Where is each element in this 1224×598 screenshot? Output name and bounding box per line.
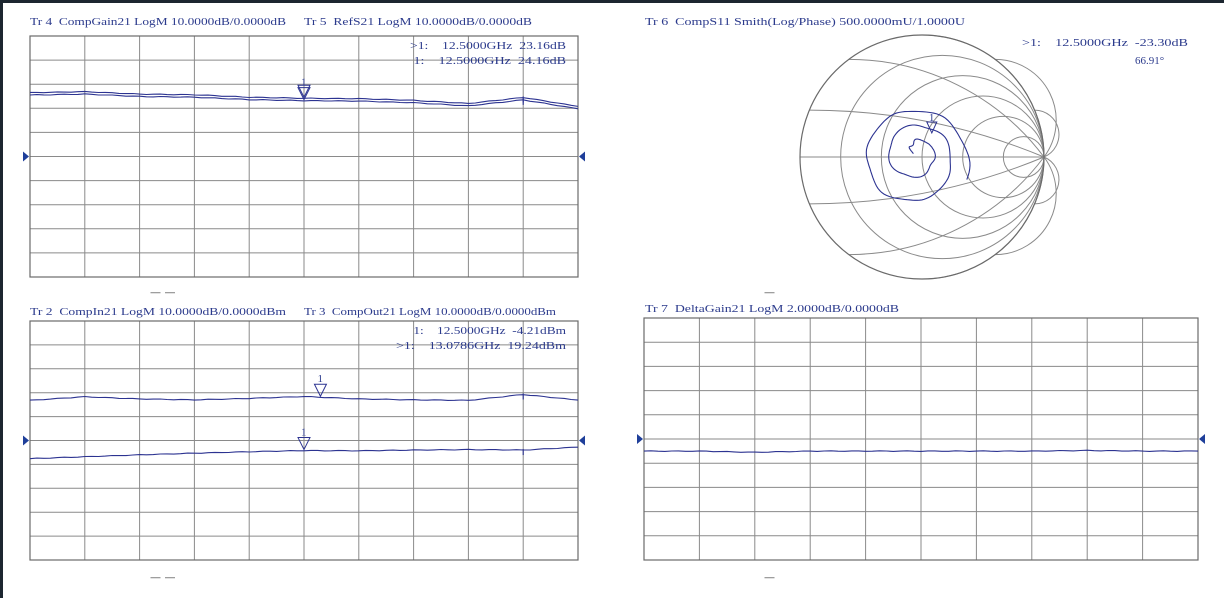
trace-line (29, 394, 579, 401)
smith-chart: 1 (799, 34, 1060, 280)
panel-bottom-right[interactable]: Tr 7 DeltaGain21 LogM 2.0000dB/0.0000dB … (637, 303, 1205, 584)
reference-level-left-arrow-icon[interactable] (637, 434, 643, 444)
smith-reactance-arc (848, 58, 1045, 158)
trace-line (29, 446, 579, 460)
trace-line (29, 93, 579, 110)
smith-reactance-arc (1034, 109, 1060, 158)
marker-triangle-icon[interactable] (297, 84, 311, 99)
marker-readout-phase: 66.91° (1135, 55, 1164, 67)
reference-level-right-arrow-icon[interactable] (579, 151, 585, 162)
grid (23, 320, 585, 561)
marker-readout: >1: 13.0786GHz 19.24dBm (396, 340, 567, 352)
reference-level-right-arrow-icon[interactable] (1199, 434, 1205, 444)
trace-header-tr5: Tr 5 RefS21 LogM 10.0000dB/0.0000dB (304, 16, 532, 28)
trace-header-tr7: Tr 7 DeltaGain21 LogM 2.0000dB/0.0000dB (645, 303, 899, 315)
grid-border (29, 35, 579, 278)
marker-readout: >1: 12.5000GHz -23.30dB (1022, 37, 1188, 49)
marker-triangle-icon[interactable] (297, 87, 311, 101)
window-left-border (0, 0, 3, 598)
marker-readout: 1: 12.5000GHz -4.21dBm (410, 325, 567, 337)
reference-level-left-arrow-icon[interactable] (23, 435, 29, 446)
traces: 1 (29, 77, 579, 110)
marker-triangle-icon[interactable] (313, 383, 328, 398)
smith-trace (865, 110, 971, 201)
traces (643, 449, 1199, 453)
smith-reactance-arc (1034, 156, 1060, 205)
marker-readout: >1: 12.5000GHz 23.16dB (410, 40, 566, 52)
smith-reactance-arc (995, 58, 1057, 158)
trace-line (643, 449, 1199, 453)
smith-reactance-arc (848, 156, 1045, 256)
panel-bottom-left[interactable]: Tr 2 CompIn21 LogM 10.0000dB/0.0000dBm T… (23, 306, 585, 584)
grid-border (29, 320, 579, 561)
smith-outer-circle (799, 34, 1045, 280)
grid-border (643, 317, 1199, 561)
grid (637, 317, 1205, 561)
marker-number: 1 (301, 427, 307, 439)
trace-header-tr2: Tr 2 CompIn21 LogM 10.0000dB/0.0000dBm (30, 306, 287, 318)
window-top-border (0, 0, 1224, 3)
panel-footer: — — (150, 571, 176, 584)
panel-footer: — (764, 286, 775, 299)
grid (23, 35, 585, 278)
marker-triangle-icon[interactable] (297, 437, 311, 451)
traces: 11 (29, 373, 579, 460)
reference-level-left-arrow-icon[interactable] (23, 151, 29, 162)
smith-reactance-arc (809, 156, 1045, 205)
panel-top-right[interactable]: Tr 6 CompS11 Smith(Log/Phase) 500.0000mU… (645, 16, 1188, 299)
trace-header-tr4: Tr 4 CompGain21 LogM 10.0000dB/0.0000dB (30, 16, 286, 28)
marker-number: 1 (317, 373, 323, 385)
trace-header-tr3: Tr 3 CompOut21 LogM 10.0000dB/0.0000dBm (304, 306, 557, 318)
reference-level-right-arrow-icon[interactable] (579, 435, 585, 446)
panel-footer: — — (150, 286, 176, 299)
marker-triangle-icon[interactable] (926, 121, 938, 135)
marker-number: 1 (301, 77, 307, 89)
marker-readout: 1: 12.5000GHz 24.16dB (410, 55, 566, 67)
marker-number: 1 (929, 112, 935, 124)
panel-footer: — (764, 571, 775, 584)
trace-header-tr6: Tr 6 CompS11 Smith(Log/Phase) 500.0000mU… (645, 16, 965, 28)
smith-reactance-arc (995, 156, 1057, 256)
panel-top-left[interactable]: Tr 4 CompGain21 LogM 10.0000dB/0.0000dB … (23, 16, 585, 299)
